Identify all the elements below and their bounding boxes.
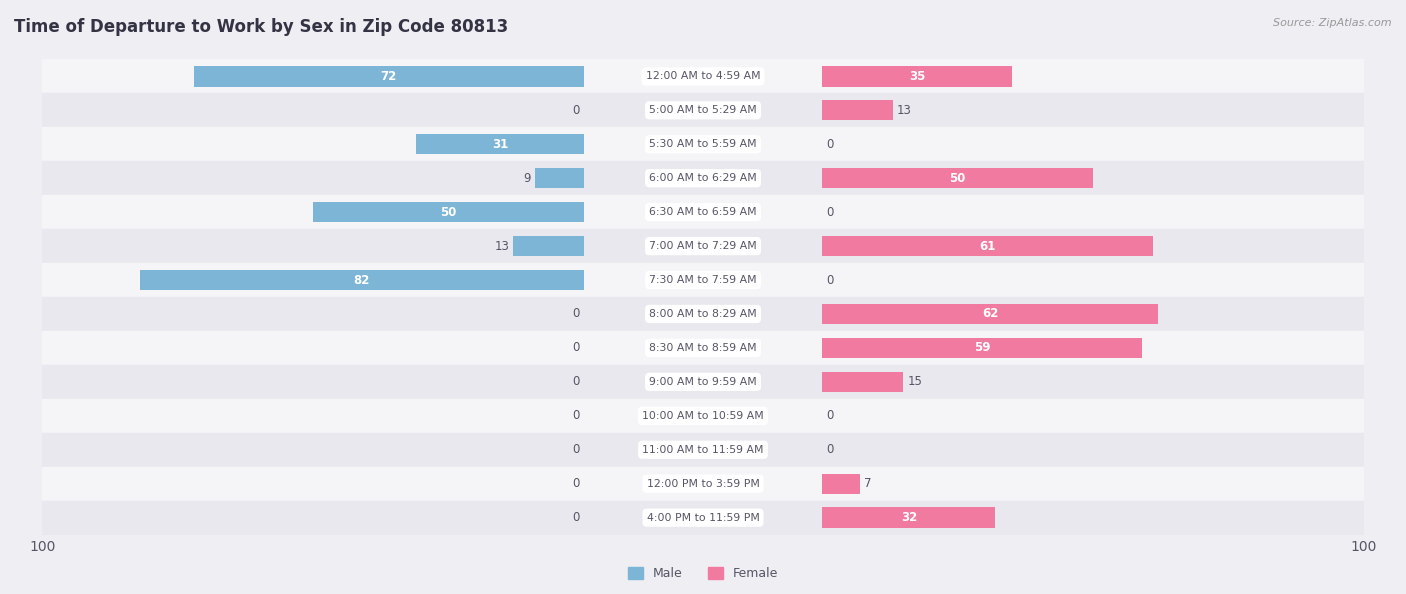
Text: 0: 0 bbox=[572, 511, 579, 524]
Text: 0: 0 bbox=[572, 443, 579, 456]
Text: 7:00 AM to 7:29 AM: 7:00 AM to 7:29 AM bbox=[650, 241, 756, 251]
Bar bbox=[42, 161, 1364, 195]
Bar bbox=[194, 66, 583, 87]
Text: 0: 0 bbox=[572, 342, 579, 355]
Bar bbox=[823, 372, 904, 392]
Bar bbox=[513, 236, 583, 256]
Text: 35: 35 bbox=[908, 70, 925, 83]
Bar bbox=[823, 473, 860, 494]
Text: 0: 0 bbox=[572, 104, 579, 117]
Bar bbox=[416, 134, 583, 154]
Text: 0: 0 bbox=[572, 477, 579, 490]
Text: 12:00 AM to 4:59 AM: 12:00 AM to 4:59 AM bbox=[645, 71, 761, 81]
Bar bbox=[42, 127, 1364, 161]
Text: 62: 62 bbox=[981, 308, 998, 321]
Bar bbox=[314, 202, 583, 222]
Text: 7: 7 bbox=[865, 477, 872, 490]
Text: 8:30 AM to 8:59 AM: 8:30 AM to 8:59 AM bbox=[650, 343, 756, 353]
Bar bbox=[42, 263, 1364, 297]
Bar bbox=[823, 66, 1012, 87]
Bar bbox=[823, 168, 1092, 188]
Text: 4:00 PM to 11:59 PM: 4:00 PM to 11:59 PM bbox=[647, 513, 759, 523]
Bar bbox=[42, 399, 1364, 433]
Text: 32: 32 bbox=[901, 511, 917, 524]
Text: Source: ZipAtlas.com: Source: ZipAtlas.com bbox=[1274, 18, 1392, 28]
Text: 72: 72 bbox=[381, 70, 396, 83]
Text: 13: 13 bbox=[495, 239, 509, 252]
Text: Time of Departure to Work by Sex in Zip Code 80813: Time of Departure to Work by Sex in Zip … bbox=[14, 18, 509, 36]
Text: 7:30 AM to 7:59 AM: 7:30 AM to 7:59 AM bbox=[650, 275, 756, 285]
Bar bbox=[536, 168, 583, 188]
Text: 9:00 AM to 9:59 AM: 9:00 AM to 9:59 AM bbox=[650, 377, 756, 387]
Text: 61: 61 bbox=[979, 239, 995, 252]
Text: 13: 13 bbox=[897, 104, 911, 117]
Bar bbox=[42, 331, 1364, 365]
Text: 6:00 AM to 6:29 AM: 6:00 AM to 6:29 AM bbox=[650, 173, 756, 183]
Text: 0: 0 bbox=[827, 206, 834, 219]
Bar bbox=[139, 270, 583, 290]
Text: 82: 82 bbox=[353, 273, 370, 286]
Text: 0: 0 bbox=[827, 273, 834, 286]
Text: 10:00 AM to 10:59 AM: 10:00 AM to 10:59 AM bbox=[643, 411, 763, 421]
Bar bbox=[823, 236, 1153, 256]
Bar bbox=[823, 100, 893, 121]
Bar bbox=[42, 365, 1364, 399]
Text: 59: 59 bbox=[974, 342, 990, 355]
Bar bbox=[42, 195, 1364, 229]
Text: 31: 31 bbox=[492, 138, 508, 151]
Text: 0: 0 bbox=[572, 409, 579, 422]
Bar bbox=[823, 304, 1159, 324]
Text: 0: 0 bbox=[572, 308, 579, 321]
Text: 8:00 AM to 8:29 AM: 8:00 AM to 8:29 AM bbox=[650, 309, 756, 319]
Bar bbox=[823, 507, 995, 528]
Text: 5:00 AM to 5:29 AM: 5:00 AM to 5:29 AM bbox=[650, 105, 756, 115]
Bar bbox=[42, 59, 1364, 93]
Bar bbox=[42, 297, 1364, 331]
Text: 50: 50 bbox=[440, 206, 457, 219]
Text: 5:30 AM to 5:59 AM: 5:30 AM to 5:59 AM bbox=[650, 139, 756, 149]
Bar bbox=[42, 229, 1364, 263]
Bar bbox=[42, 501, 1364, 535]
Bar bbox=[42, 93, 1364, 127]
Bar bbox=[42, 433, 1364, 467]
Legend: Male, Female: Male, Female bbox=[623, 563, 783, 585]
Text: 12:00 PM to 3:59 PM: 12:00 PM to 3:59 PM bbox=[647, 479, 759, 489]
Bar bbox=[823, 338, 1142, 358]
Bar bbox=[42, 467, 1364, 501]
Text: 11:00 AM to 11:59 AM: 11:00 AM to 11:59 AM bbox=[643, 445, 763, 455]
Text: 0: 0 bbox=[827, 443, 834, 456]
Text: 50: 50 bbox=[949, 172, 966, 185]
Text: 0: 0 bbox=[827, 409, 834, 422]
Text: 0: 0 bbox=[827, 138, 834, 151]
Text: 9: 9 bbox=[523, 172, 530, 185]
Text: 0: 0 bbox=[572, 375, 579, 388]
Text: 6:30 AM to 6:59 AM: 6:30 AM to 6:59 AM bbox=[650, 207, 756, 217]
Text: 15: 15 bbox=[908, 375, 922, 388]
